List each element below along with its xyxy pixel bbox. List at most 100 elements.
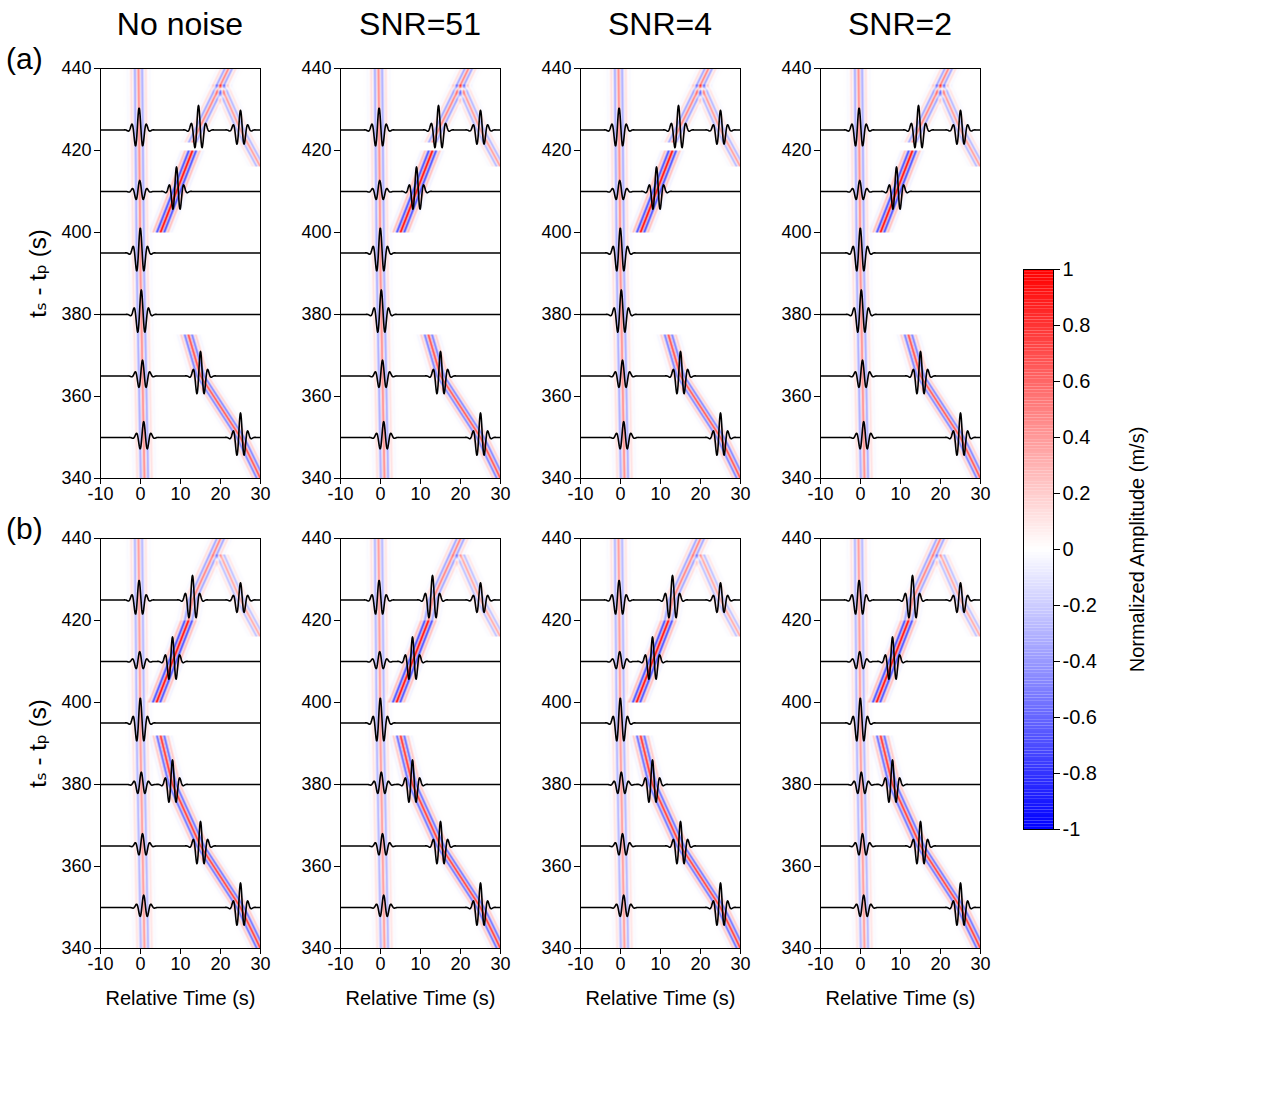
svg-text:-10: -10	[87, 484, 113, 504]
svg-text:20: 20	[450, 484, 470, 504]
svg-text:30: 30	[730, 484, 750, 504]
svg-text:Normalized Amplitude (m/s): Normalized Amplitude (m/s)	[1126, 427, 1148, 673]
html-text:SNR=51: SNR=51	[359, 6, 481, 42]
svg-text:360: 360	[301, 386, 331, 406]
svg-text:380: 380	[781, 304, 811, 324]
svg-text:10: 10	[650, 954, 670, 974]
svg-text:20: 20	[690, 954, 710, 974]
svg-text:0: 0	[615, 484, 625, 504]
svg-text:20: 20	[210, 954, 230, 974]
svg-text:10: 10	[410, 484, 430, 504]
svg-text:20: 20	[930, 954, 950, 974]
svg-text:tₛ - tₚ (s): tₛ - tₚ (s)	[24, 699, 51, 788]
svg-text:30: 30	[250, 484, 270, 504]
svg-text:0: 0	[855, 484, 865, 504]
svg-text:440: 440	[781, 528, 811, 548]
svg-text:20: 20	[930, 484, 950, 504]
svg-text:30: 30	[970, 954, 990, 974]
svg-text:420: 420	[541, 610, 571, 630]
svg-text:440: 440	[781, 58, 811, 78]
svg-text:-10: -10	[327, 954, 353, 974]
svg-text:10: 10	[410, 954, 430, 974]
svg-text:0: 0	[375, 954, 385, 974]
svg-text:0: 0	[855, 954, 865, 974]
svg-text:-10: -10	[567, 954, 593, 974]
svg-text:Relative Time (s): Relative Time (s)	[105, 987, 255, 1009]
svg-text:440: 440	[541, 58, 571, 78]
svg-text:30: 30	[250, 954, 270, 974]
svg-text:-10: -10	[87, 954, 113, 974]
svg-text:360: 360	[61, 386, 91, 406]
svg-text:380: 380	[541, 304, 571, 324]
svg-text:380: 380	[61, 304, 91, 324]
svg-text:400: 400	[301, 692, 331, 712]
svg-text:Relative Time (s): Relative Time (s)	[585, 987, 735, 1009]
svg-text:-0.8: -0.8	[1063, 762, 1097, 784]
svg-text:420: 420	[61, 140, 91, 160]
svg-text:400: 400	[781, 692, 811, 712]
svg-text:380: 380	[781, 774, 811, 794]
svg-text:-1: -1	[1063, 818, 1081, 840]
svg-text:30: 30	[730, 954, 750, 974]
svg-text:0: 0	[1063, 538, 1074, 560]
svg-text:420: 420	[301, 140, 331, 160]
svg-text:360: 360	[61, 856, 91, 876]
svg-text:0: 0	[615, 954, 625, 974]
svg-text:20: 20	[210, 484, 230, 504]
svg-text:-10: -10	[807, 484, 833, 504]
svg-text:400: 400	[781, 222, 811, 242]
svg-text:0.6: 0.6	[1063, 370, 1091, 392]
svg-text:380: 380	[301, 774, 331, 794]
svg-text:360: 360	[781, 856, 811, 876]
svg-text:20: 20	[690, 484, 710, 504]
svg-text:360: 360	[781, 386, 811, 406]
html-text:No noise: No noise	[116, 6, 244, 42]
svg-text:420: 420	[541, 140, 571, 160]
svg-text:30: 30	[490, 484, 510, 504]
svg-text:440: 440	[301, 58, 331, 78]
svg-text:0: 0	[135, 484, 145, 504]
svg-text:440: 440	[301, 528, 331, 548]
svg-text:420: 420	[781, 140, 811, 160]
svg-text:380: 380	[541, 774, 571, 794]
svg-text:10: 10	[650, 484, 670, 504]
svg-text:30: 30	[970, 484, 990, 504]
svg-text:380: 380	[61, 774, 91, 794]
svg-text:10: 10	[170, 954, 190, 974]
svg-text:440: 440	[61, 58, 91, 78]
svg-text:420: 420	[61, 610, 91, 630]
svg-text:360: 360	[541, 856, 571, 876]
svg-text:400: 400	[541, 692, 571, 712]
svg-text:440: 440	[61, 528, 91, 548]
svg-text:10: 10	[890, 484, 910, 504]
svg-text:0.4: 0.4	[1063, 426, 1091, 448]
svg-text:0.8: 0.8	[1063, 314, 1091, 336]
svg-text:30: 30	[490, 954, 510, 974]
svg-text:-0.4: -0.4	[1063, 650, 1097, 672]
svg-text:20: 20	[450, 954, 470, 974]
svg-text:400: 400	[541, 222, 571, 242]
svg-text:420: 420	[781, 610, 811, 630]
svg-text:400: 400	[61, 222, 91, 242]
svg-text:440: 440	[541, 528, 571, 548]
svg-text:380: 380	[301, 304, 331, 324]
svg-text:400: 400	[61, 692, 91, 712]
svg-text:-10: -10	[327, 484, 353, 504]
svg-text:Relative Time (s): Relative Time (s)	[345, 987, 495, 1009]
svg-text:-10: -10	[567, 484, 593, 504]
svg-text:1: 1	[1063, 258, 1074, 280]
svg-text:400: 400	[301, 222, 331, 242]
svg-text:360: 360	[301, 856, 331, 876]
svg-text:420: 420	[301, 610, 331, 630]
svg-text:10: 10	[890, 954, 910, 974]
svg-text:-10: -10	[807, 954, 833, 974]
svg-text:Relative Time (s): Relative Time (s)	[825, 987, 975, 1009]
svg-text:10: 10	[170, 484, 190, 504]
svg-text:360: 360	[541, 386, 571, 406]
svg-text:0.2: 0.2	[1063, 482, 1091, 504]
svg-text:0: 0	[375, 484, 385, 504]
svg-text:-0.2: -0.2	[1063, 594, 1097, 616]
svg-text:tₛ - tₚ (s): tₛ - tₚ (s)	[24, 229, 51, 318]
svg-text:0: 0	[135, 954, 145, 974]
svg-text:-0.6: -0.6	[1063, 706, 1097, 728]
